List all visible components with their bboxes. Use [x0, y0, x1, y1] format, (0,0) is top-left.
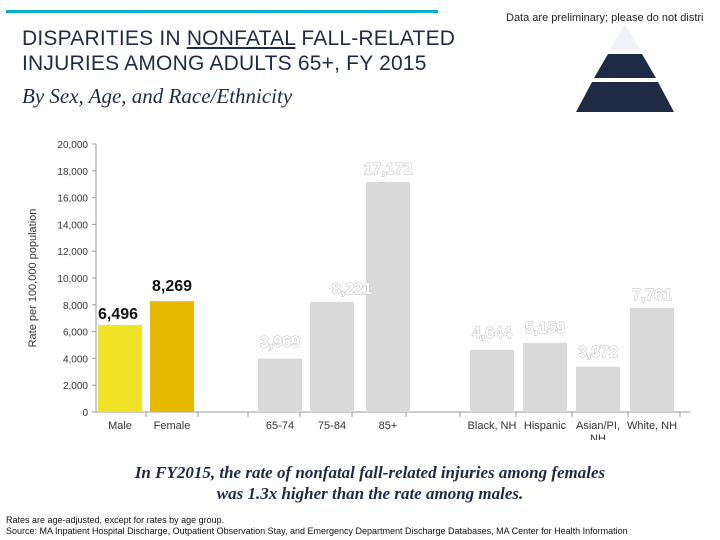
y-tick-label: 10,000	[57, 274, 88, 285]
title-underlined-word: NONFATAL	[186, 27, 296, 50]
x-category-label: NH	[590, 433, 606, 440]
y-tick-label: 8,000	[63, 301, 88, 312]
y-tick-label: 2,000	[63, 381, 88, 392]
title-line-2: INJURIES AMONG ADULTS 65+, FY 2015	[22, 52, 427, 75]
bar-value-label: 8,221	[332, 281, 372, 298]
y-tick-label: 0	[82, 408, 88, 419]
bar-value-label: 3,969	[260, 334, 300, 351]
y-tick-label: 20,000	[57, 140, 88, 151]
x-category-label: Hispanic	[524, 420, 567, 432]
preliminary-note: Data are preliminary; please do not dist…	[506, 12, 704, 24]
footnote-source: Source: MA Inpatient Hospital Discharge,…	[6, 526, 628, 536]
x-category-label: White, NH	[627, 420, 677, 432]
y-tick-label: 16,000	[57, 194, 88, 205]
bar-asian-pi-nh	[576, 366, 620, 412]
bar-value-label: 5,159	[525, 320, 565, 337]
key-finding-callout: In FY2015, the rate of nonfatal fall-rel…	[60, 462, 680, 504]
bar-white-nh	[630, 308, 674, 412]
title-part-b: FALL-RELATED	[295, 27, 456, 50]
bar-hispanic	[523, 342, 567, 412]
bar-value-label: 7,761	[632, 287, 672, 304]
x-category-label: 85+	[379, 420, 398, 432]
x-category-label: Female	[154, 420, 191, 432]
pyramid-top-shade	[610, 24, 640, 50]
bar-value-label: 4,644	[472, 325, 512, 342]
x-category-label: Black, NH	[468, 420, 517, 432]
y-axis-title: Rate per 100,000 population	[27, 209, 39, 348]
x-category-label: 75-84	[318, 420, 346, 432]
bar-75-84	[310, 301, 354, 412]
callout-line-1: In FY2015, the rate of nonfatal fall-rel…	[134, 463, 606, 482]
bar-65-74	[258, 358, 302, 412]
page-subtitle: By Sex, Age, and Race/Ethnicity	[22, 84, 293, 108]
bar-value-label: 6,496	[98, 306, 138, 323]
callout-line-2: was 1.3x higher than the rate among male…	[216, 484, 524, 503]
bar-value-label: 17,172	[364, 161, 413, 178]
y-tick-label: 6,000	[63, 328, 88, 339]
bar-male	[98, 324, 142, 412]
bar-female	[150, 301, 194, 412]
bar-85-	[366, 181, 410, 412]
footnote-age-adjusted: Rates are age-adjusted, except for rates…	[6, 515, 225, 525]
accent-rule	[6, 10, 438, 13]
x-category-label: 65-74	[266, 420, 294, 432]
bar-value-label: 8,269	[152, 278, 192, 295]
pyramid-mid-tier	[594, 54, 656, 78]
pyramid-logo-icon	[576, 24, 674, 112]
bar-chart: 0 2,000 4,000 6,000 8,000 10,000 12,000 14,000 1…	[27, 140, 690, 440]
y-tick-label: 18,000	[57, 167, 88, 178]
y-tick-label: 14,000	[57, 220, 88, 231]
bar-value-label: 3,372	[578, 344, 618, 361]
x-category-label: Asian/PI,	[576, 420, 620, 432]
pyramid-bottom-tier	[576, 82, 674, 112]
x-category-label: Male	[108, 420, 132, 432]
y-tick-label: 4,000	[63, 354, 88, 365]
bar-black-nh	[470, 349, 514, 412]
title-part-a: DISPARITIES IN	[22, 27, 187, 50]
y-tick-label: 12,000	[57, 247, 88, 258]
page-title: DISPARITIES IN NONFATAL FALL-RELATED INJ…	[22, 26, 455, 76]
